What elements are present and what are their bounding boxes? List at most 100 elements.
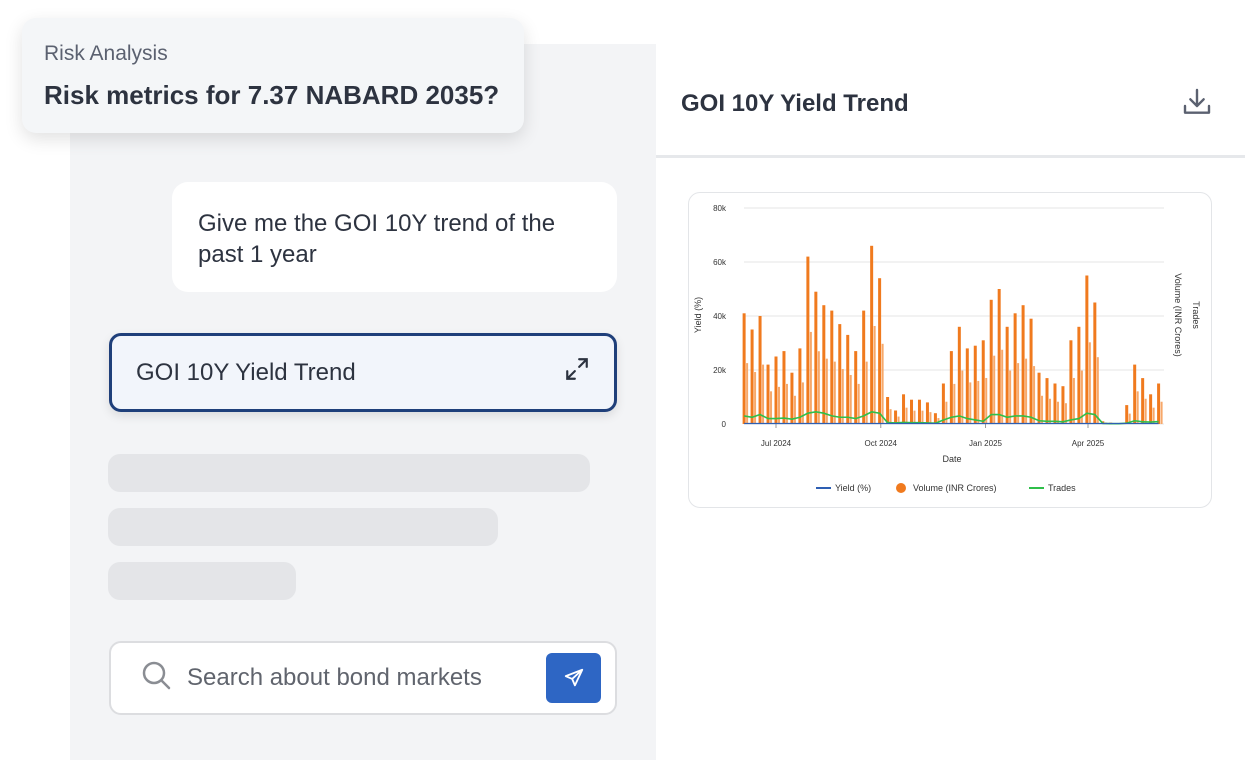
x-axis-label: Date xyxy=(942,454,961,464)
result-card-title: GOI 10Y Yield Trend xyxy=(136,358,356,386)
search-input[interactable] xyxy=(187,664,546,692)
legend: Yield (%) Volume (INR Crores) Trades xyxy=(816,483,1076,493)
volume-bar xyxy=(798,348,802,424)
volume-bar xyxy=(870,245,874,424)
yield-trend-chart: 0 20k 40k 60k 80k Jul 2024 Oct 2024 Jan 2025 Apr… xyxy=(693,204,1201,493)
volume-bar xyxy=(1160,401,1163,424)
volume-bar xyxy=(793,395,796,424)
volume-bar xyxy=(878,278,882,424)
volume-bar xyxy=(809,331,812,424)
volume-bar xyxy=(902,394,906,424)
volume-bar xyxy=(889,409,892,424)
volume-bar xyxy=(993,355,996,424)
volume-bar xyxy=(806,256,810,424)
volume-bar xyxy=(973,345,977,424)
volume-bar xyxy=(1069,340,1073,424)
volume-bar xyxy=(1080,370,1083,424)
download-icon[interactable] xyxy=(1181,86,1213,123)
send-icon xyxy=(564,668,583,687)
volume-bar xyxy=(822,305,826,424)
legend-trades[interactable]: Trades xyxy=(1048,483,1076,493)
volume-bar xyxy=(894,410,898,424)
volume-bar xyxy=(1001,349,1004,424)
legend-yield[interactable]: Yield (%) xyxy=(835,483,871,493)
y-tick-label: 0 xyxy=(722,420,727,429)
y-axis-label-volume: Volume (INR Crores) xyxy=(1173,273,1183,357)
volume-bar xyxy=(1053,383,1057,424)
volume-bar xyxy=(985,377,988,424)
volume-bar xyxy=(862,310,866,424)
risk-analysis-card[interactable]: Risk Analysis Risk metrics for 7.37 NABA… xyxy=(22,18,524,133)
expand-icon[interactable] xyxy=(564,356,590,389)
volume-bar xyxy=(838,324,842,424)
volume-bar xyxy=(1013,313,1017,424)
volume-bar xyxy=(1093,302,1097,424)
x-tick-label: Apr 2025 xyxy=(1072,439,1105,448)
volume-bar xyxy=(849,374,852,424)
volume-bar xyxy=(774,356,778,424)
volume-bar xyxy=(817,351,820,424)
panel-divider xyxy=(656,155,1245,158)
volume-bar xyxy=(814,291,818,424)
volume-bar xyxy=(830,310,834,424)
volume-bar xyxy=(933,413,937,424)
volume-bar xyxy=(754,372,757,424)
volume-bar xyxy=(1056,401,1059,424)
volume-bar xyxy=(913,410,916,424)
volume-bar xyxy=(833,361,836,424)
volume-bar xyxy=(1133,364,1137,424)
volume-bar xyxy=(762,364,765,424)
volume-bar xyxy=(846,334,850,424)
volume-bar xyxy=(1141,378,1145,424)
volume-bar xyxy=(1072,377,1075,424)
loading-skeleton-line xyxy=(108,454,590,492)
volume-bar xyxy=(1009,370,1012,424)
y-tick-label: 20k xyxy=(713,366,727,375)
volume-bar xyxy=(910,399,914,424)
volume-bar xyxy=(758,316,762,424)
volume-bar xyxy=(857,383,860,424)
volume-bar xyxy=(1077,326,1081,424)
x-tick-label: Jan 2025 xyxy=(969,439,1002,448)
search-bar xyxy=(109,641,617,715)
y-tick-label: 60k xyxy=(713,258,727,267)
card-subtitle: Risk Analysis xyxy=(44,42,168,65)
volume-bar xyxy=(977,380,980,424)
volume-bar xyxy=(1128,413,1131,424)
send-button[interactable] xyxy=(546,653,601,703)
volume-bar xyxy=(1061,386,1065,424)
loading-skeleton-line xyxy=(108,508,498,546)
volume-bar xyxy=(766,364,770,424)
volume-bar xyxy=(917,399,921,424)
volume-bar xyxy=(825,358,828,424)
legend-volume[interactable]: Volume (INR Crores) xyxy=(913,483,997,493)
volume-bar xyxy=(945,401,948,424)
volume-bar xyxy=(1029,318,1033,424)
trades-line xyxy=(743,411,1159,425)
volume-bar xyxy=(1045,378,1049,424)
panel-title: GOI 10Y Yield Trend xyxy=(681,90,909,117)
volume-bar xyxy=(881,343,884,424)
volume-bar xyxy=(969,382,972,424)
volume-bar xyxy=(949,351,953,424)
volume-bar xyxy=(989,299,993,424)
volume-bar xyxy=(782,351,786,424)
x-tick-label: Oct 2024 xyxy=(865,439,898,448)
volume-bar xyxy=(1033,366,1036,424)
y-tick-label: 80k xyxy=(713,204,727,213)
result-card[interactable]: GOI 10Y Yield Trend xyxy=(109,333,617,412)
volume-bar xyxy=(865,361,868,424)
volume-bar xyxy=(1088,342,1091,424)
volume-bar xyxy=(1149,394,1153,424)
volume-bar xyxy=(905,407,908,424)
volume-bar xyxy=(981,340,985,424)
volume-bar xyxy=(1021,305,1025,424)
volume-bar xyxy=(937,418,940,424)
volume-bar xyxy=(941,383,945,424)
volume-bar xyxy=(1085,275,1089,424)
volume-bar xyxy=(961,370,964,424)
loading-skeleton-line xyxy=(108,562,296,600)
y-axis-label-trades: Trades xyxy=(1191,301,1201,329)
volume-bar xyxy=(778,386,780,424)
volume-bar xyxy=(1157,383,1161,424)
